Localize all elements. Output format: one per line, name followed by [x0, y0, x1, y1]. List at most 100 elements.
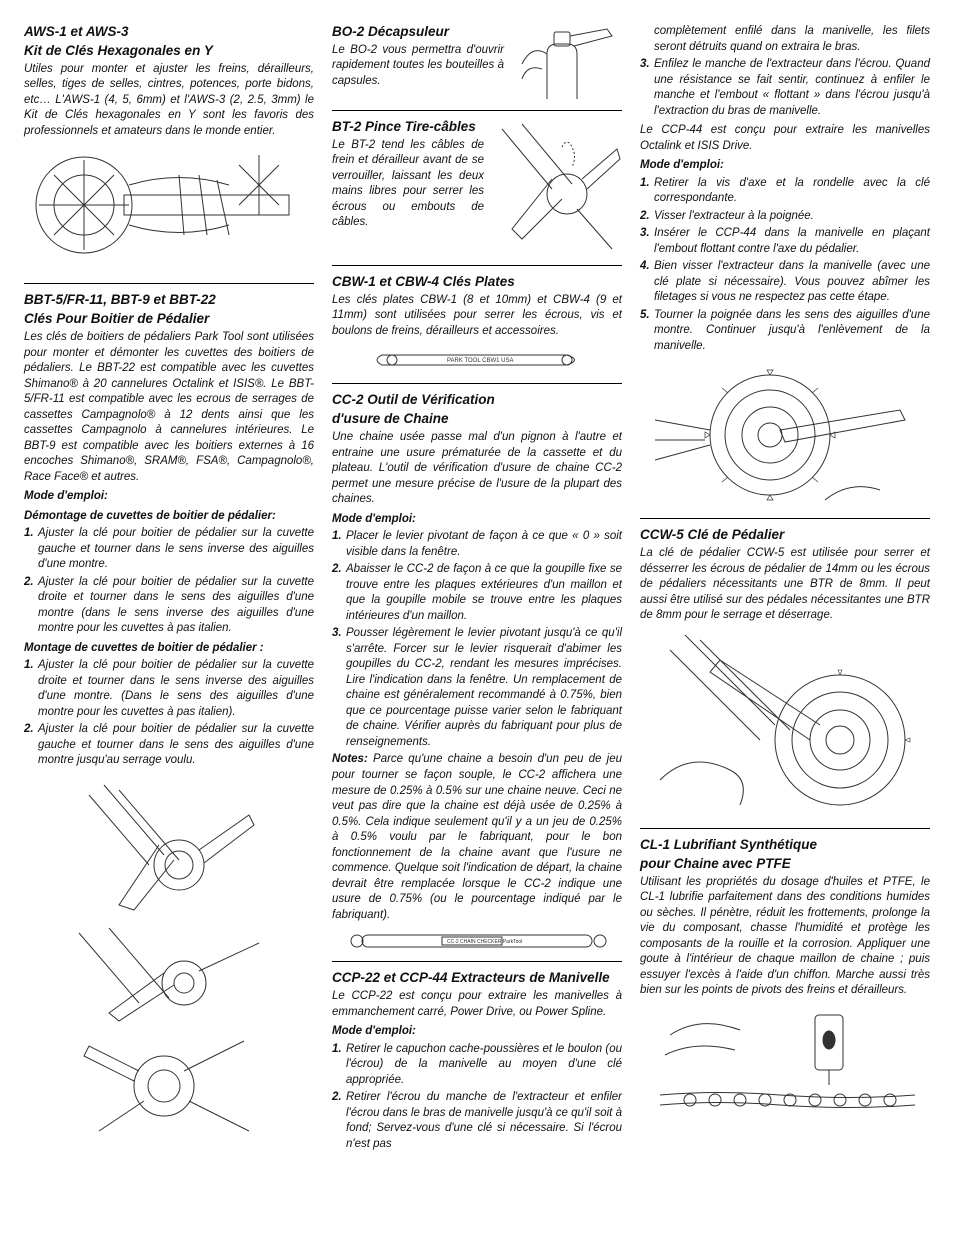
section-cc2: CC-2 Outil de Vérification d'usure de Ch…: [332, 392, 622, 962]
bbt-subtitle: Clés Pour Boitier de Pédalier: [24, 311, 314, 328]
step-text: Ajuster la clé pour boitier de pédalier …: [38, 576, 314, 635]
list-item: 3.Insérer le CCP-44 dans la manivelle en…: [654, 226, 930, 257]
cc2-notes: Notes: Parce qu'une chaine a besoin d'un…: [332, 752, 622, 923]
list-item: 2.Ajuster la clé pour boitier de pédalie…: [38, 575, 314, 637]
bo2-title: BO-2 Décapsuleur: [332, 24, 504, 41]
three-column-layout: AWS-1 et AWS-3 Kit de Clés Hexagonales e…: [24, 24, 930, 1204]
cbw-title: CBW-1 et CBW-4 Clés Plates: [332, 274, 622, 291]
ccp-cont-steps: complètement enfilé dans la manivelle, l…: [640, 24, 930, 119]
notes-text: Parce qu'une chaine a besoin d'un peu de…: [332, 753, 622, 920]
ccp-illustration: [650, 360, 920, 510]
step-text: Ajuster la clé pour boitier de pédalier …: [38, 723, 314, 766]
step-text: Bien visser l'extracteur dans la manivel…: [654, 260, 930, 303]
ccp-mode-label-2: Mode d'emploi:: [640, 158, 930, 174]
bbt-title: BBT-5/FR-11, BBT-9 et BBT-22: [24, 292, 314, 309]
divider: [24, 283, 314, 284]
divider: [640, 828, 930, 829]
cc2-mode-label: Mode d'emploi:: [332, 512, 622, 528]
step-text: Retirer la vis d'axe et la rondelle avec…: [654, 177, 930, 205]
aws-title: AWS-1 et AWS-3: [24, 24, 314, 41]
notes-label: Notes:: [332, 753, 368, 765]
list-item: 4.Bien visser l'extracteur dans la maniv…: [654, 259, 930, 306]
list-item: 1.Placer le levier pivotant de façon à c…: [346, 529, 622, 560]
bo2-body: Le BO-2 vous permettra d'ouvrir rapideme…: [332, 43, 504, 90]
section-cl1: CL-1 Lubrifiant Synthétique pour Chaine …: [640, 837, 930, 1125]
bbt-mont-steps: 1.Ajuster la clé pour boitier de pédalie…: [24, 658, 314, 769]
bt2-illustration: [492, 119, 622, 259]
section-ccp: CCP-22 et CCP-44 Extracteurs de Manivell…: [332, 970, 622, 1152]
step-text: Tourner la poignée dans les sens des aig…: [654, 309, 930, 352]
cc2-illustration: CC-2 CHAIN CHECKER ParkTool: [342, 929, 612, 953]
bbt-mode-label: Mode d'emploi:: [24, 489, 314, 505]
step-text: Retirer le capuchon cache-poussières et …: [346, 1043, 622, 1086]
divider: [332, 383, 622, 384]
cbw-body: Les clés plates CBW-1 (8 et 10mm) et CBW…: [332, 293, 622, 340]
step-text: Insérer le CCP-44 dans la manivelle en p…: [654, 227, 930, 255]
section-bo2: BO-2 Décapsuleur Le BO-2 vous permettra …: [332, 24, 622, 111]
divider: [332, 265, 622, 266]
bbt-illustration-1: [69, 775, 269, 915]
list-item: 2.Visser l'extracteur à la poignée.: [654, 209, 930, 225]
svg-text:CC-2 CHAIN CHECKER ParkTool: CC-2 CHAIN CHECKER ParkTool: [447, 939, 522, 945]
section-bbt: BBT-5/FR-11, BBT-9 et BBT-22 Clés Pour B…: [24, 292, 314, 1141]
list-item: 2.Ajuster la clé pour boitier de pédalie…: [38, 722, 314, 769]
step-text: Abaisser le CC-2 de façon à ce que la go…: [346, 563, 622, 622]
cc2-subtitle: d'usure de Chaine: [332, 411, 622, 428]
step-text: Placer le levier pivotant de façon à ce …: [346, 530, 622, 558]
divider: [640, 518, 930, 519]
aws-subtitle: Kit de Clés Hexagonales en Y: [24, 43, 314, 60]
list-item: 3.Enfilez le manche de l'extracteur dans…: [654, 57, 930, 119]
step-text: Enfilez le manche de l'extracteur dans l…: [654, 58, 930, 117]
cont-text: complètement enfilé dans la manivelle, l…: [654, 25, 930, 53]
bbt-mont-title: Montage de cuvettes de boitier de pédali…: [24, 641, 314, 657]
cl1-body: Utilisant les propriétés du dosage d'hui…: [640, 875, 930, 999]
list-item: 2.Abaisser le CC-2 de façon à ce que la …: [346, 562, 622, 624]
list-item: 3.Pousser légèrement le levier pivotant …: [346, 626, 622, 750]
section-aws: AWS-1 et AWS-3 Kit de Clés Hexagonales e…: [24, 24, 314, 284]
cl1-illustration: [650, 1005, 920, 1125]
cl1-title: CL-1 Lubrifiant Synthétique: [640, 837, 930, 854]
bt2-title: BT-2 Pince Tire-câbles: [332, 119, 484, 136]
step-text: Retirer l'écrou du manche de l'extracteu…: [346, 1091, 622, 1150]
cc2-body: Une chaine usée passe mal d'un pignon à …: [332, 430, 622, 508]
ccp-body: Le CCP-22 est conçu pour extraire les ma…: [332, 989, 622, 1020]
bo2-illustration: [512, 24, 622, 104]
ccw5-illustration: [650, 630, 920, 820]
list-item: complètement enfilé dans la manivelle, l…: [654, 24, 930, 55]
ccp-steps-2: 1.Retirer la vis d'axe et la rondelle av…: [640, 176, 930, 355]
divider: [332, 110, 622, 111]
list-item: 5.Tourner la poignée dans les sens des a…: [654, 308, 930, 355]
list-item: 1.Ajuster la clé pour boitier de pédalie…: [38, 526, 314, 573]
bbt-demont-title: Démontage de cuvettes de boitier de péda…: [24, 509, 314, 525]
section-ccp-continued: complètement enfilé dans la manivelle, l…: [640, 24, 930, 519]
svg-text:PARK TOOL CBW1 USA: PARK TOOL CBW1 USA: [447, 358, 513, 364]
bbt-body: Les clés de boitiers de pédaliers Park T…: [24, 330, 314, 485]
list-item: 1.Retirer le capuchon cache-poussières e…: [346, 1042, 622, 1089]
ccp-steps: 1.Retirer le capuchon cache-poussières e…: [332, 1042, 622, 1153]
step-text: Visser l'extracteur à la poignée.: [654, 210, 814, 222]
bbt-illustration-3: [69, 1031, 269, 1141]
ccw5-body: La clé de pédalier CCW-5 est utilisée po…: [640, 546, 930, 624]
bbt-demont-steps: 1.Ajuster la clé pour boitier de pédalie…: [24, 526, 314, 637]
step-text: Ajuster la clé pour boitier de pédalier …: [38, 659, 314, 718]
list-item: 2.Retirer l'écrou du manche de l'extract…: [346, 1090, 622, 1152]
ccp-body2: Le CCP-44 est conçu pour extraire les ma…: [640, 123, 930, 154]
divider: [332, 961, 622, 962]
step-text: Pousser légèrement le levier pivotant ju…: [346, 627, 622, 748]
section-cbw: CBW-1 et CBW-4 Clés Plates Les clés plat…: [332, 274, 622, 384]
list-item: 1.Ajuster la clé pour boitier de pédalie…: [38, 658, 314, 720]
cc2-title: CC-2 Outil de Vérification: [332, 392, 622, 409]
bt2-body: Le BT-2 tend les câbles de frein et déra…: [332, 138, 484, 231]
section-ccw5: CCW-5 Clé de Pédalier La clé de pédalier…: [640, 527, 930, 828]
cbw-illustration: PARK TOOL CBW1 USA: [367, 345, 587, 375]
aws-body: Utiles pour monter et ajuster les freins…: [24, 62, 314, 140]
section-bt2: BT-2 Pince Tire-câbles Le BT-2 tend les …: [332, 119, 622, 266]
bbt-illustration-2: [69, 923, 269, 1023]
ccp-mode-label: Mode d'emploi:: [332, 1024, 622, 1040]
cl1-subtitle: pour Chaine avec PTFE: [640, 856, 930, 873]
ccw5-title: CCW-5 Clé de Pédalier: [640, 527, 930, 544]
step-text: Ajuster la clé pour boitier de pédalier …: [38, 527, 314, 570]
cc2-steps: 1.Placer le levier pivotant de façon à c…: [332, 529, 622, 750]
ccp-title: CCP-22 et CCP-44 Extracteurs de Manivell…: [332, 970, 622, 987]
list-item: 1.Retirer la vis d'axe et la rondelle av…: [654, 176, 930, 207]
